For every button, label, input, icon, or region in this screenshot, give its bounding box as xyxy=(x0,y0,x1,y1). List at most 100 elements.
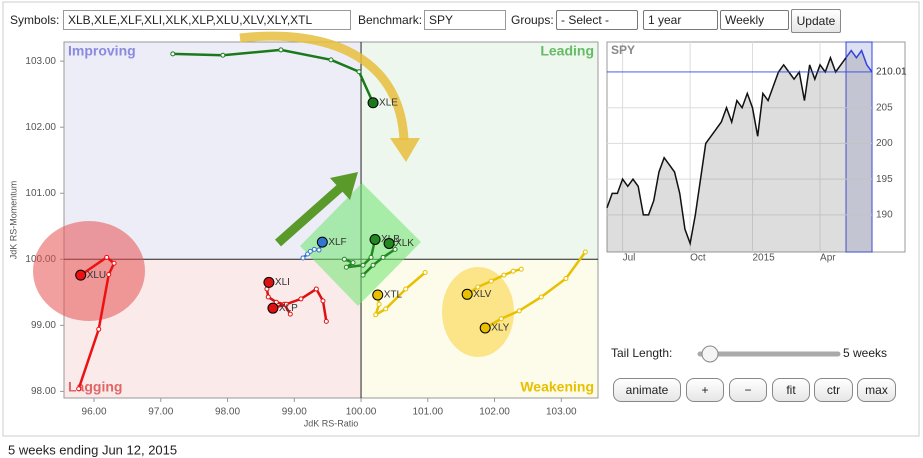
y-tick-label: 103.00 xyxy=(25,56,56,67)
tail-point xyxy=(582,249,588,255)
quadrant-label: Weakening xyxy=(520,379,594,395)
tail-point xyxy=(376,301,382,307)
tail-point xyxy=(111,260,117,266)
tail-point xyxy=(287,311,293,317)
quadrant-label: Lagging xyxy=(68,379,122,395)
x-tick-label: 100.00 xyxy=(346,407,377,418)
x-tick-label: 103.00 xyxy=(546,407,577,418)
tail xyxy=(484,251,587,330)
y-tick-label: 205 xyxy=(876,102,893,113)
x-tick-label: 101.00 xyxy=(412,407,443,418)
tail-point xyxy=(313,286,319,292)
tail-point xyxy=(106,271,112,277)
tail-point xyxy=(501,272,507,278)
price-line xyxy=(606,55,847,247)
tail-point xyxy=(343,264,349,270)
arrow-head xyxy=(390,138,420,162)
highlight-circle xyxy=(33,221,145,321)
arrow-head xyxy=(330,172,358,200)
tail-point xyxy=(316,247,322,253)
tail-point xyxy=(518,266,524,272)
tail-point xyxy=(323,318,329,324)
max-button[interactable]: max xyxy=(857,378,896,402)
annotations xyxy=(33,31,514,357)
highlight-diamond xyxy=(300,183,421,306)
tail-point xyxy=(300,255,306,261)
y-tick-label: 195 xyxy=(876,174,893,185)
tail-point xyxy=(510,268,516,274)
x-tick-label: 102.00 xyxy=(479,407,510,418)
y-axis-label: JdK RS-Momentum xyxy=(8,181,18,260)
tail-point xyxy=(170,51,176,57)
head-point xyxy=(369,233,381,245)
tail xyxy=(77,255,116,390)
chart-title: SPY xyxy=(611,43,635,57)
symbols-label: Symbols: xyxy=(10,13,60,27)
tail-point xyxy=(341,256,347,262)
slider-thumb[interactable] xyxy=(701,345,719,363)
tail-point xyxy=(328,57,334,63)
head-point xyxy=(461,288,473,300)
x-axis-label: JdK RS-Ratio xyxy=(304,418,359,428)
x-tick-label: 98.00 xyxy=(215,407,240,418)
center-button[interactable]: ctr xyxy=(814,378,853,402)
head-point xyxy=(316,236,328,248)
period-select[interactable]: 1 year xyxy=(643,10,718,30)
quadrant-label: Improving xyxy=(68,43,136,59)
tail-point xyxy=(283,301,289,307)
series-label: XLK xyxy=(395,238,414,249)
y-tick-label: 101.00 xyxy=(25,188,56,199)
slider-label: Tail Length: xyxy=(611,346,672,360)
tail-point xyxy=(563,275,569,281)
tail-point xyxy=(104,254,110,260)
price-tail xyxy=(845,48,873,73)
y-tick-label: 98.00 xyxy=(31,386,56,397)
zoom-in-button[interactable]: + xyxy=(686,378,724,402)
tail xyxy=(172,48,375,104)
symbols-input[interactable]: XLB,XLE,XLF,XLI,XLK,XLP,XLU,XLV,XLY,XTL xyxy=(63,10,351,30)
y-tick-label: 200 xyxy=(876,138,893,149)
y-tick-label: 102.00 xyxy=(25,122,56,133)
quadrant xyxy=(64,42,362,260)
y-tick-label: 99.00 xyxy=(31,320,56,331)
head-point xyxy=(267,302,279,314)
tail-point xyxy=(356,69,362,75)
tail-point xyxy=(373,312,379,318)
groups-select[interactable]: - Select - xyxy=(556,10,638,30)
tail-point xyxy=(370,262,376,268)
tail-window xyxy=(845,41,873,253)
tail-point xyxy=(498,316,504,322)
benchmark-input[interactable]: SPY xyxy=(424,10,506,30)
head-point xyxy=(383,237,395,249)
update-button[interactable]: Update xyxy=(791,9,841,33)
current-value-label: 210.01 xyxy=(876,67,907,78)
tail-point xyxy=(320,298,326,304)
tail-point xyxy=(76,386,82,392)
series-label: XLE xyxy=(379,97,398,108)
tail-point xyxy=(475,284,481,290)
fit-button[interactable]: fit xyxy=(772,378,810,402)
tail-point xyxy=(380,254,386,260)
arrow xyxy=(275,184,343,247)
tail-point xyxy=(488,278,494,284)
footer: 5 weeks ending Jun 12, 2015 xyxy=(8,442,177,457)
series-label: XLU xyxy=(87,270,106,281)
head-point xyxy=(372,289,384,301)
series-label: XLV xyxy=(473,289,491,300)
interval-select[interactable]: Weekly xyxy=(720,10,789,30)
x-tick-label: 99.00 xyxy=(282,407,307,418)
tail-point xyxy=(265,294,271,300)
tail-point xyxy=(96,326,102,332)
animate-button[interactable]: animate xyxy=(613,378,681,402)
x-tick-label: Apr xyxy=(820,253,836,264)
zoom-out-button[interactable]: − xyxy=(729,378,767,402)
series-label: XLF xyxy=(328,237,346,248)
x-tick-label: Jul xyxy=(623,253,636,264)
tail-point xyxy=(516,308,522,314)
tail-point xyxy=(538,294,544,300)
tail-point xyxy=(311,246,317,252)
x-tick-label: 2015 xyxy=(752,253,775,264)
tail-point xyxy=(298,296,304,302)
